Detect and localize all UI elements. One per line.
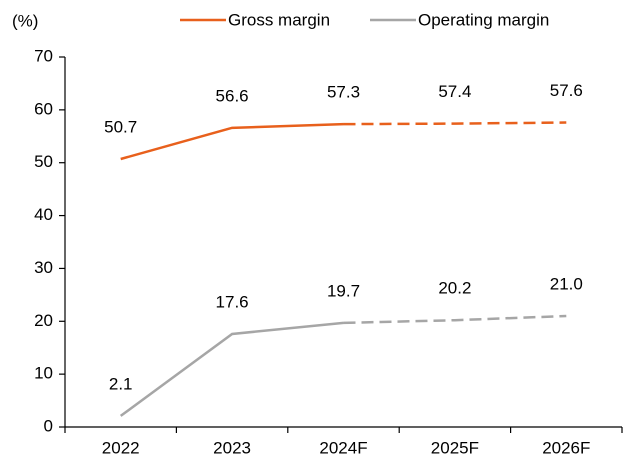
series-line (120, 122, 344, 161)
x-tick-label: 2026F (542, 438, 590, 457)
y-tick-label: 60 (34, 99, 53, 118)
x-tick-label: 2025F (431, 438, 479, 457)
x-tick-label: 2022 (102, 438, 140, 457)
y-tick-label: 70 (34, 46, 53, 65)
data-label: 57.6 (550, 81, 583, 100)
series-line (119, 321, 344, 417)
forecast-line (343, 314, 567, 325)
data-label: 56.6 (216, 86, 249, 105)
legend-label: Gross margin (228, 10, 330, 29)
y-tick-label: 0 (44, 416, 53, 435)
y-tick-label: 30 (34, 258, 53, 277)
legend-label: Operating margin (418, 10, 549, 29)
data-label: 19.7 (327, 281, 360, 300)
x-tick-label: 2024F (319, 438, 367, 457)
data-label: 17.6 (216, 292, 249, 311)
y-tick-label: 20 (34, 311, 53, 330)
data-label: 57.3 (327, 83, 360, 102)
forecast-line (343, 121, 567, 126)
data-label: 57.4 (438, 82, 471, 101)
y-tick-label: 40 (34, 205, 53, 224)
data-label: 20.2 (438, 279, 471, 298)
data-label: 50.7 (104, 117, 137, 136)
data-label: 21.0 (550, 274, 583, 293)
data-label: 2.1 (109, 374, 133, 393)
y-axis-label: (%) (12, 11, 38, 30)
y-tick-label: 10 (34, 364, 53, 383)
y-tick-label: 50 (34, 152, 53, 171)
x-tick-label: 2023 (213, 438, 251, 457)
